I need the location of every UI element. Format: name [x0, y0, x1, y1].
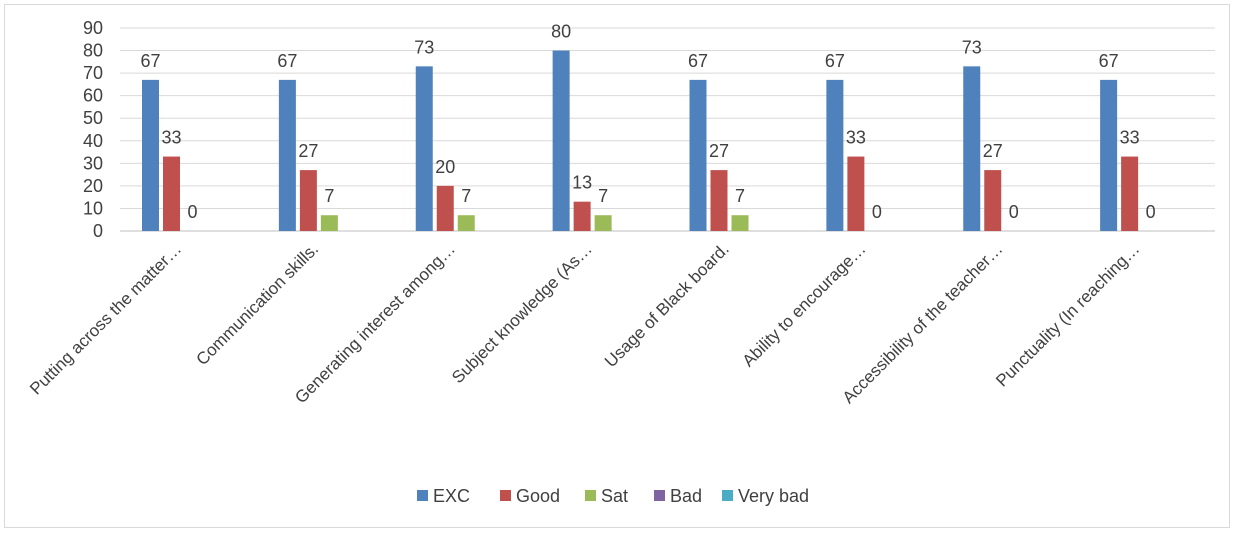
- bar: [689, 79, 707, 231]
- data-label: 67: [688, 51, 708, 71]
- data-label: 80: [551, 22, 571, 42]
- bar: [594, 215, 612, 231]
- category-label: Putting across the matter…: [26, 239, 185, 398]
- legend-label: EXC: [433, 486, 470, 506]
- data-label: 27: [298, 141, 318, 161]
- bar: [163, 156, 180, 231]
- category-label: Punctuality (In reaching…: [992, 239, 1143, 390]
- y-tick-label: 20: [83, 176, 103, 196]
- data-label: 0: [187, 202, 197, 222]
- y-tick-label: 0: [93, 221, 103, 241]
- bar: [299, 170, 317, 231]
- y-tick-label: 90: [83, 18, 103, 38]
- bar: [1121, 156, 1139, 231]
- data-label: 7: [324, 186, 334, 206]
- bar: [847, 156, 865, 231]
- data-label: 0: [872, 202, 882, 222]
- data-label: 67: [140, 51, 160, 71]
- legend-label: Good: [516, 486, 560, 506]
- data-label: 27: [983, 141, 1003, 161]
- data-label: 67: [1099, 51, 1119, 71]
- legend-swatch: [500, 490, 511, 501]
- category-label: Usage of Black board.: [601, 239, 733, 371]
- legend-swatch: [654, 490, 665, 501]
- category-label: Ability to encourage…: [739, 239, 870, 370]
- category-label: Accessibility of the teacher…: [839, 239, 1007, 407]
- bar: [552, 50, 570, 231]
- bar: [436, 185, 454, 231]
- data-label: 73: [962, 37, 982, 57]
- legend-swatch: [417, 490, 428, 501]
- chart-frame: [4, 4, 1230, 528]
- bar: [415, 66, 433, 231]
- y-tick-label: 50: [83, 108, 103, 128]
- bar: [142, 79, 159, 231]
- data-label: 67: [277, 51, 297, 71]
- y-tick-label: 60: [83, 86, 103, 106]
- data-label: 7: [598, 186, 608, 206]
- data-label: 13: [572, 173, 592, 193]
- bar: [984, 170, 1002, 231]
- bar: [826, 79, 844, 231]
- legend-label: Bad: [670, 486, 702, 506]
- y-tick-label: 40: [83, 131, 103, 151]
- data-label: 33: [1120, 128, 1140, 148]
- data-label: 0: [1146, 202, 1156, 222]
- bar: [573, 201, 591, 231]
- legend-label: Very bad: [738, 486, 809, 506]
- y-tick-label: 70: [83, 63, 103, 83]
- data-label: 27: [709, 141, 729, 161]
- category-label: Generating interest among…: [291, 239, 459, 407]
- y-tick-label: 30: [83, 153, 103, 173]
- legend-label: Sat: [601, 486, 628, 506]
- legend-swatch: [585, 490, 596, 501]
- data-label: 0: [1009, 202, 1019, 222]
- bar: [1100, 79, 1118, 231]
- data-label: 7: [461, 186, 471, 206]
- bar: [710, 170, 728, 231]
- category-label: Subject knowledge (As…: [448, 239, 596, 387]
- legend-swatch: [722, 490, 733, 501]
- bar: [278, 79, 296, 231]
- data-label: 20: [435, 157, 455, 177]
- data-label: 67: [825, 51, 845, 71]
- data-label: 33: [846, 128, 866, 148]
- bar: [963, 66, 981, 231]
- bar: [457, 215, 475, 231]
- data-label: 73: [414, 37, 434, 57]
- y-tick-label: 80: [83, 41, 103, 61]
- category-label: Communication skills.: [192, 239, 322, 369]
- data-label: 7: [735, 186, 745, 206]
- bar: [320, 215, 338, 231]
- y-tick-label: 10: [83, 198, 103, 218]
- bar: [731, 215, 749, 231]
- data-label: 33: [161, 128, 181, 148]
